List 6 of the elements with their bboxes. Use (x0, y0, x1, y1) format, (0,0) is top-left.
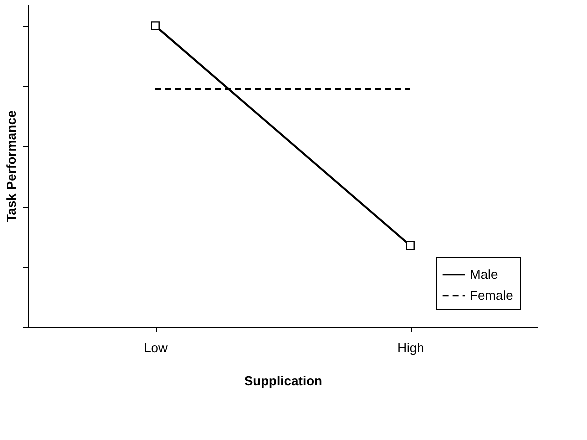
legend-label: Female (470, 288, 514, 303)
x-tick-label: High (398, 340, 424, 356)
x-tick-label: Low (144, 340, 169, 356)
legend-label: Male (470, 267, 498, 282)
x-axis-title: Supplication (244, 374, 323, 388)
y-axis-title: Task Performance (4, 110, 19, 222)
